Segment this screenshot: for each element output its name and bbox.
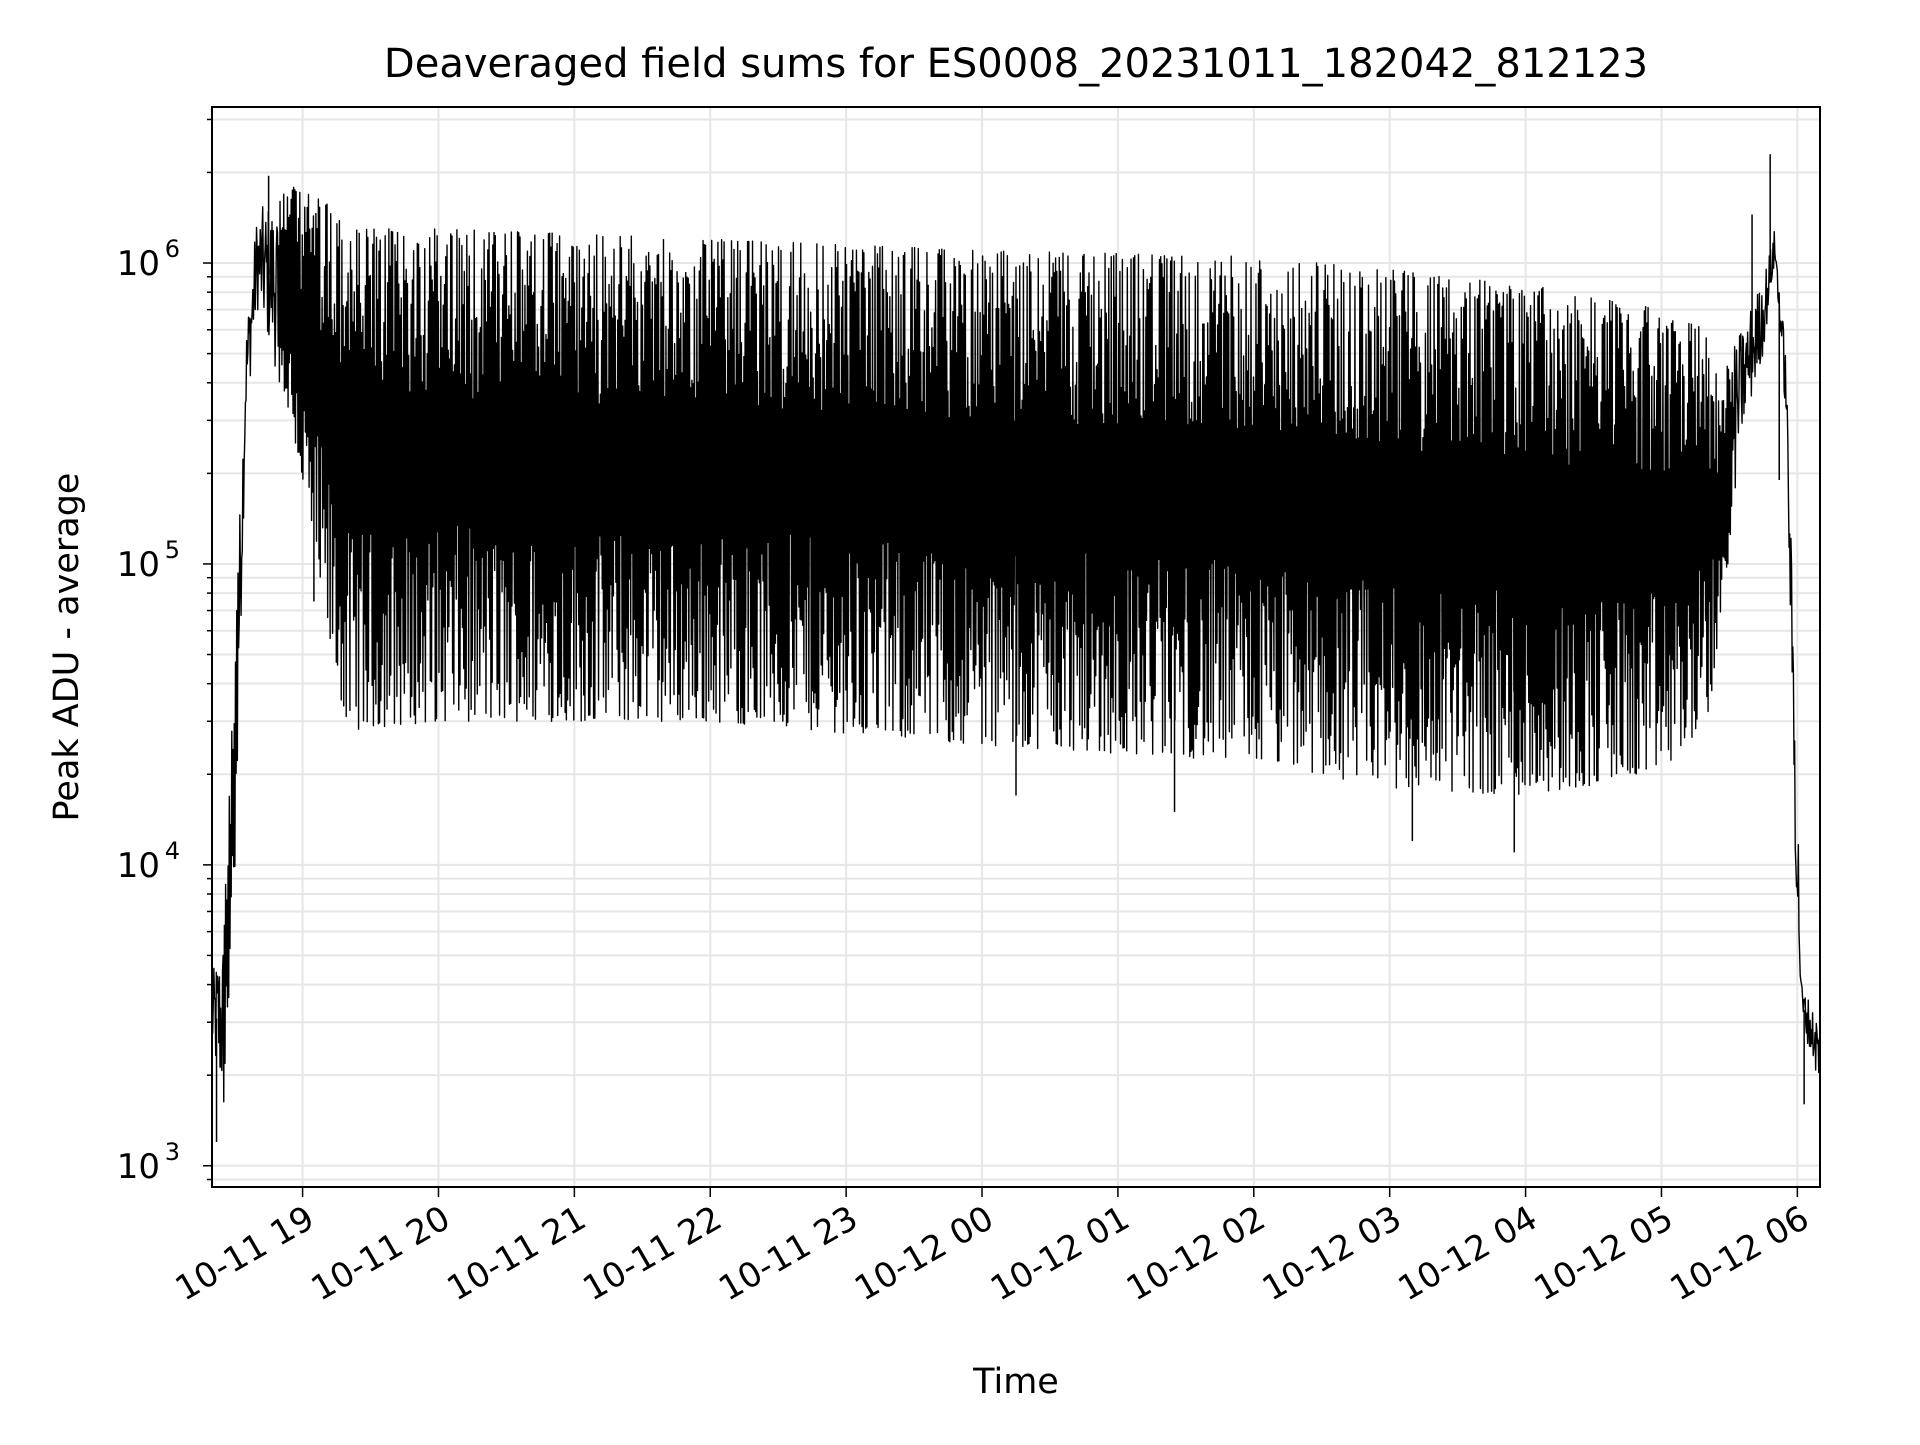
x-tick-label: 10-12 06 <box>1663 1198 1815 1309</box>
y-tick-exponent: 4 <box>165 837 180 865</box>
x-tick-label: 10-12 02 <box>1120 1198 1272 1309</box>
data-layer <box>211 154 1821 1142</box>
x-tick-label: 10-12 05 <box>1528 1198 1680 1309</box>
x-tick-label: 10-12 00 <box>848 1198 1000 1309</box>
x-tick-label: 10-11 22 <box>576 1198 728 1309</box>
y-tick-label: 10 <box>117 846 160 886</box>
y-tick-exponent: 5 <box>165 536 180 564</box>
chart-title: Deaveraged field sums for ES0008_2023101… <box>384 41 1648 87</box>
x-axis-label: Time <box>972 1362 1059 1402</box>
y-tick-exponent: 6 <box>165 235 180 263</box>
x-tick-label: 10-12 01 <box>984 1198 1136 1309</box>
x-tick-label: 10-11 20 <box>305 1198 457 1309</box>
x-tick-label: 10-11 21 <box>440 1198 592 1309</box>
series-line <box>211 186 1821 1103</box>
y-tick-label: 10 <box>117 545 160 585</box>
x-tick-label: 10-12 03 <box>1256 1198 1408 1309</box>
y-axis-label: Peak ADU - average <box>47 473 87 822</box>
y-tick-label: 10 <box>117 244 160 284</box>
y-tick-exponent: 3 <box>165 1138 180 1166</box>
x-tick-label: 10-12 04 <box>1392 1198 1544 1309</box>
x-tick-label: 10-11 19 <box>169 1198 321 1309</box>
y-tick-label: 10 <box>117 1147 160 1187</box>
plot-frame <box>211 106 1821 1188</box>
x-tick-label: 10-11 23 <box>712 1198 864 1309</box>
